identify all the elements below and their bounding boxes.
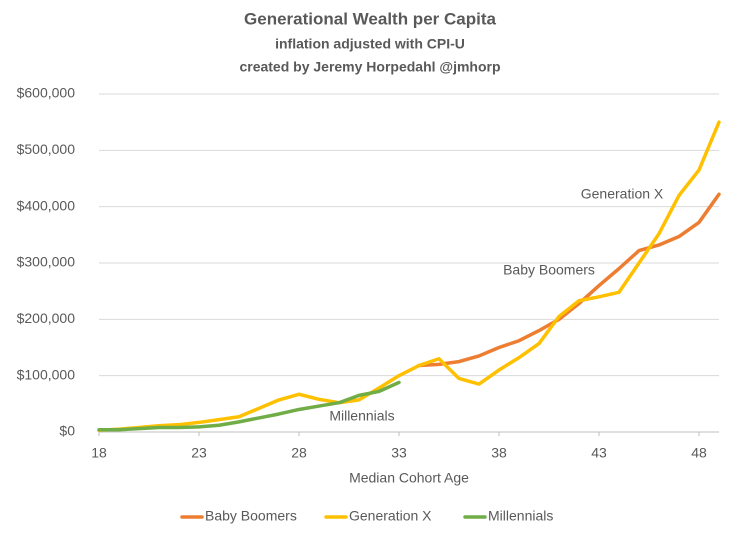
- legend-label: Millennials: [488, 508, 553, 524]
- annotation: Baby Boomers: [503, 262, 595, 278]
- series-line: [417, 192, 721, 368]
- x-tick-label: 33: [391, 445, 407, 461]
- x-tick-label: 48: [691, 445, 707, 461]
- x-tick-label: 23: [191, 445, 207, 461]
- y-tick-label: $400,000: [17, 197, 76, 213]
- y-tick-label: $0: [59, 423, 75, 439]
- series-line: [97, 380, 401, 432]
- y-tick-label: $100,000: [17, 366, 76, 382]
- x-tick-label: 28: [291, 445, 307, 461]
- x-tick-label: 38: [491, 445, 507, 461]
- y-tick-label: $500,000: [17, 141, 76, 157]
- series-line: [97, 120, 721, 433]
- annotation: Millennials: [329, 408, 394, 424]
- x-axis-label: Median Cohort Age: [349, 470, 469, 486]
- x-tick-label: 43: [591, 445, 607, 461]
- y-tick-label: $200,000: [17, 310, 76, 326]
- legend-label: Generation X: [349, 508, 432, 524]
- y-tick-label: $600,000: [17, 85, 76, 101]
- annotation: Generation X: [581, 186, 664, 202]
- legend-label: Baby Boomers: [205, 508, 297, 524]
- y-tick-label: $300,000: [17, 254, 76, 270]
- chart-subtitle: inflation adjusted with CPI-U: [275, 36, 465, 52]
- chart-title: Generational Wealth per Capita: [244, 9, 496, 28]
- x-tick-label: 18: [91, 445, 107, 461]
- chart-subtitle: created by Jeremy Horpedahl @jmhorp: [239, 59, 500, 75]
